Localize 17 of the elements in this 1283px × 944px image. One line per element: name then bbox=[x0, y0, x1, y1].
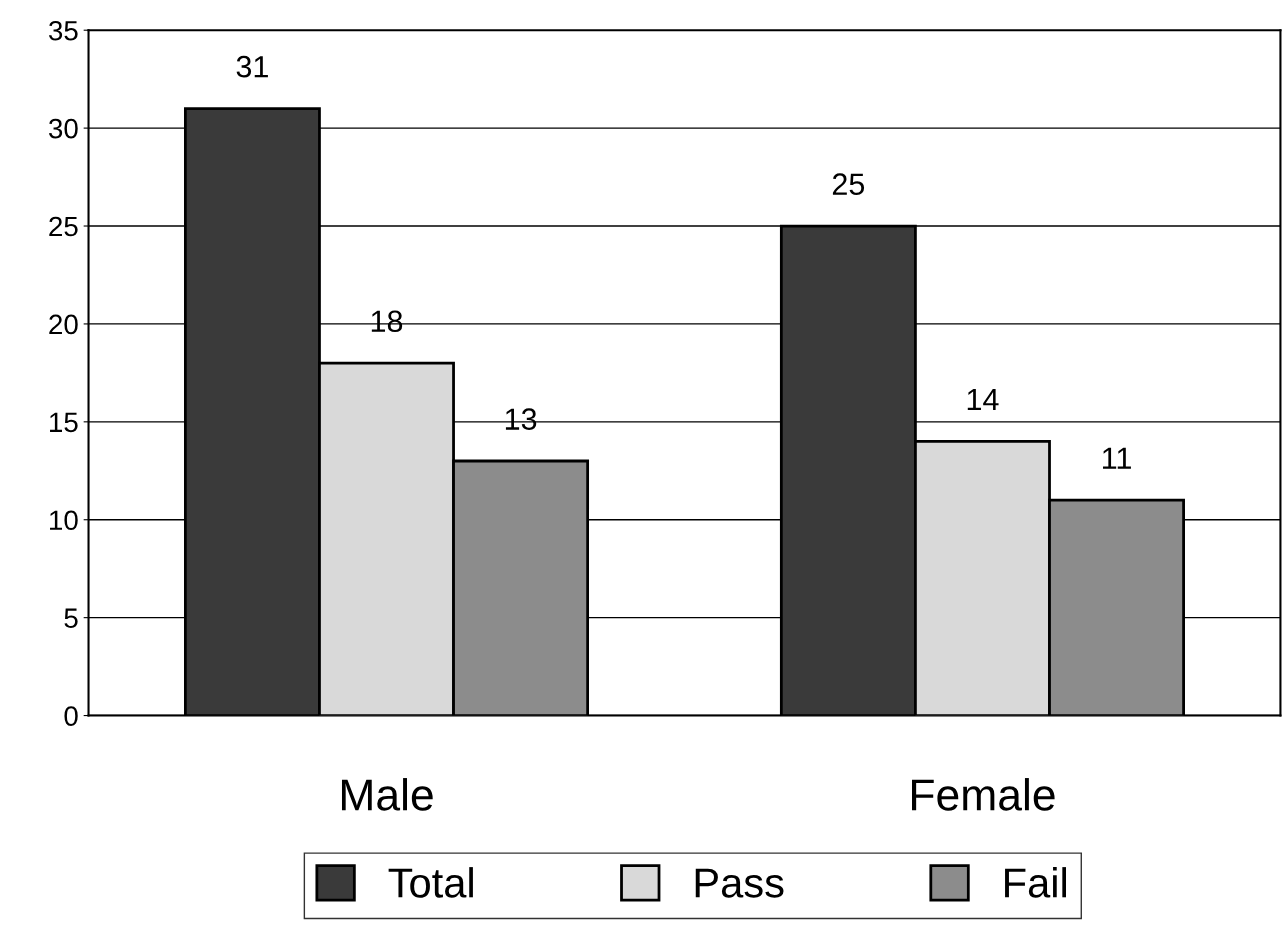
y-tick-label: 0 bbox=[64, 706, 78, 726]
data-label: 14 bbox=[967, 389, 999, 411]
data-label: 31 bbox=[236, 55, 268, 78]
data-label: 11 bbox=[1103, 447, 1131, 469]
y-tick-label: 10 bbox=[50, 510, 78, 531]
legend-label: Total bbox=[388, 867, 473, 898]
y-tick-label: 30 bbox=[48, 118, 78, 139]
y-tick-label: 25 bbox=[49, 216, 78, 237]
data-label: 25 bbox=[832, 173, 865, 195]
y-tick-label: 35 bbox=[48, 20, 78, 41]
y-tick-label: 15 bbox=[50, 412, 78, 433]
x-tick-label: Female bbox=[912, 778, 1055, 811]
legend-label: Pass bbox=[695, 868, 784, 898]
y-tick-label: 20 bbox=[49, 314, 78, 335]
x-tick-label: Male bbox=[341, 778, 433, 811]
legend-label: Fail bbox=[1005, 867, 1066, 898]
y-tick-label: 5 bbox=[64, 608, 78, 628]
